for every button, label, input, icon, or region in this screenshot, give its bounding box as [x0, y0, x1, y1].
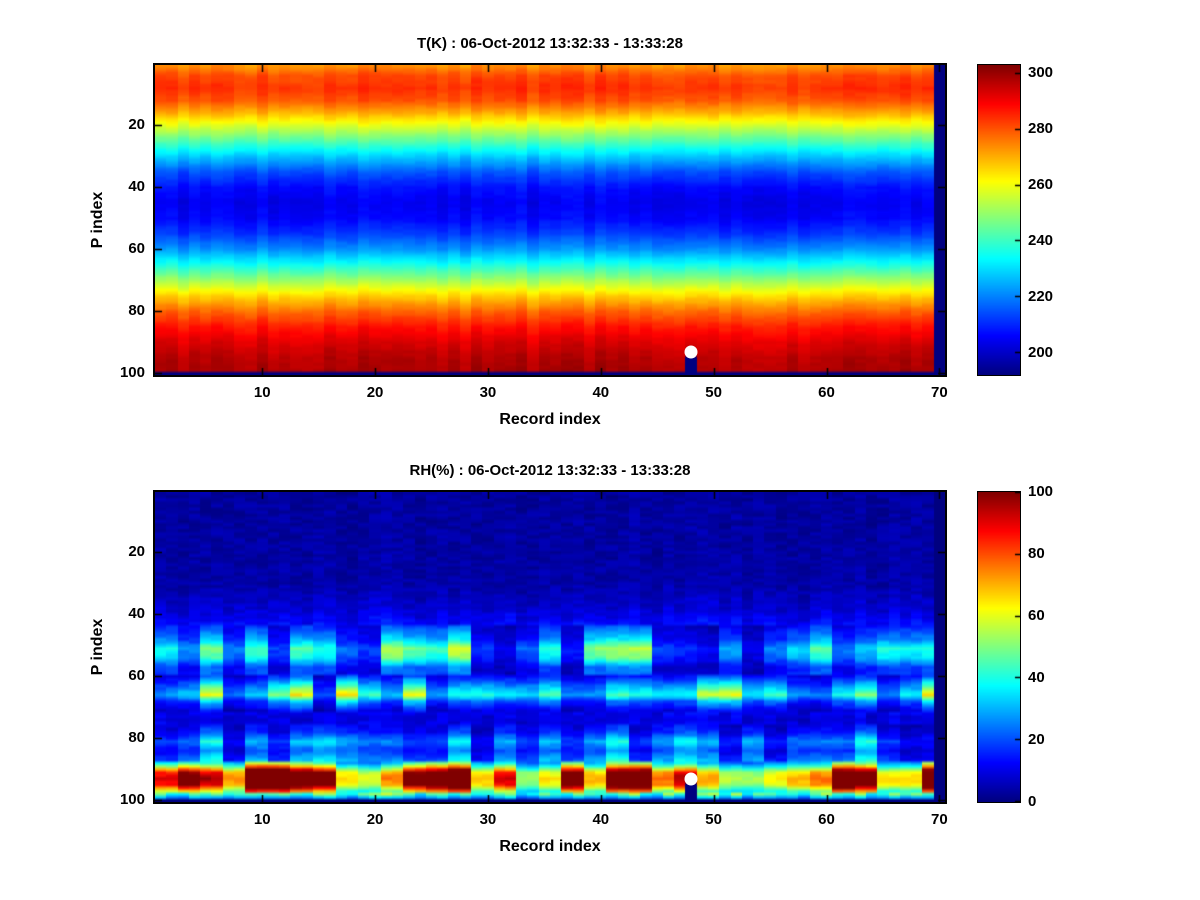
x-tick-label: 60 [818, 384, 835, 401]
y-tick-label: 20 [128, 543, 145, 561]
colorbar-tick-label: 280 [1028, 120, 1054, 138]
x-tick-label: 20 [366, 384, 384, 401]
colorbar-tick-label: 260 [1028, 176, 1054, 194]
humidity-plot-title: RH(%) : 06-Oct-2012 13:32:33 - 13:33:28 [409, 462, 691, 479]
y-tick-label: 40 [128, 605, 145, 623]
x-tick-label: 70 [931, 384, 948, 401]
temperature-heatmap-canvas [155, 65, 945, 375]
humidity-heatmap-canvas [155, 492, 945, 802]
temperature-x-axis-label: Record index [499, 411, 601, 428]
x-tick-label: 40 [592, 384, 610, 401]
y-tick-label: 80 [128, 729, 145, 747]
temperature-colorbar [977, 64, 1021, 376]
humidity-colorbar [977, 491, 1021, 803]
x-tick-label: 70 [931, 811, 948, 828]
y-tick-label: 60 [128, 240, 145, 258]
y-tick-label: 60 [128, 667, 145, 685]
colorbar-tick-label: 220 [1028, 287, 1054, 305]
colorbar-tick-label: 100 [1028, 483, 1054, 500]
y-tick-label: 20 [128, 116, 145, 134]
temperature-heatmap [153, 63, 947, 377]
y-tick-label: 80 [128, 302, 145, 320]
y-tick-label: 100 [119, 364, 145, 382]
x-tick-label: 40 [592, 811, 610, 828]
x-tick-label: 60 [818, 811, 835, 828]
colorbar-tick-label: 300 [1028, 64, 1054, 82]
colorbar-tick-label: 40 [1028, 669, 1045, 686]
colorbar-tick-label: 60 [1028, 607, 1045, 624]
x-tick-label: 50 [705, 811, 722, 828]
humidity-x-axis-label: Record index [499, 838, 601, 855]
highlight-marker [684, 772, 698, 786]
temperature-colorbar-canvas [978, 65, 1020, 375]
y-tick-label: 100 [119, 791, 145, 809]
temperature-plot-title: T(K) : 06-Oct-2012 13:32:33 - 13:33:28 [417, 35, 683, 52]
x-tick-label: 20 [366, 811, 384, 828]
x-tick-label: 10 [253, 811, 271, 828]
x-tick-label: 50 [705, 384, 722, 401]
colorbar-tick-label: 80 [1028, 545, 1045, 562]
colorbar-tick-label: 0 [1028, 793, 1037, 810]
highlight-marker [684, 345, 698, 359]
humidity-colorbar-canvas [978, 492, 1020, 802]
colorbar-tick-label: 20 [1028, 731, 1045, 748]
colorbar-tick-label: 200 [1028, 343, 1054, 361]
y-tick-label: 40 [128, 178, 145, 196]
x-tick-label: 30 [479, 384, 497, 401]
humidity-heatmap [153, 490, 947, 804]
colorbar-tick-label: 240 [1028, 231, 1054, 249]
x-tick-label: 30 [479, 811, 497, 828]
x-tick-label: 10 [253, 384, 271, 401]
